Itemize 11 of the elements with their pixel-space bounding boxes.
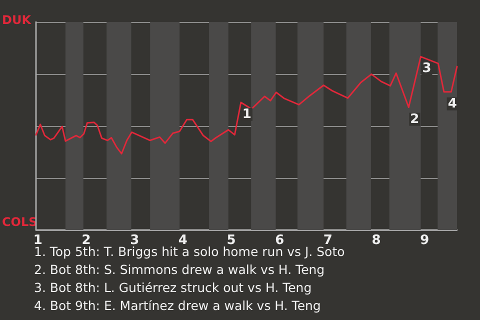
annotation: 2: [410, 112, 420, 127]
x-tick-label: 9: [420, 233, 430, 248]
text: 2. Bot 8th: S. Simmons drew a walk vs H. Teng: [34, 262, 325, 277]
text: DUK: [2, 13, 32, 27]
x-tick-label: 8: [372, 233, 381, 248]
text: 3. Bot 8th: L. Gutiérrez struck out vs H. Teng: [34, 280, 312, 295]
annotation: 3: [422, 61, 432, 76]
text: 4. Bot 9th: E. Martínez drew a walk vs H. Teng: [34, 298, 321, 313]
annotation: 4: [448, 96, 457, 112]
annotation: COLS: [2, 215, 38, 229]
annotation: 1: [242, 106, 252, 122]
